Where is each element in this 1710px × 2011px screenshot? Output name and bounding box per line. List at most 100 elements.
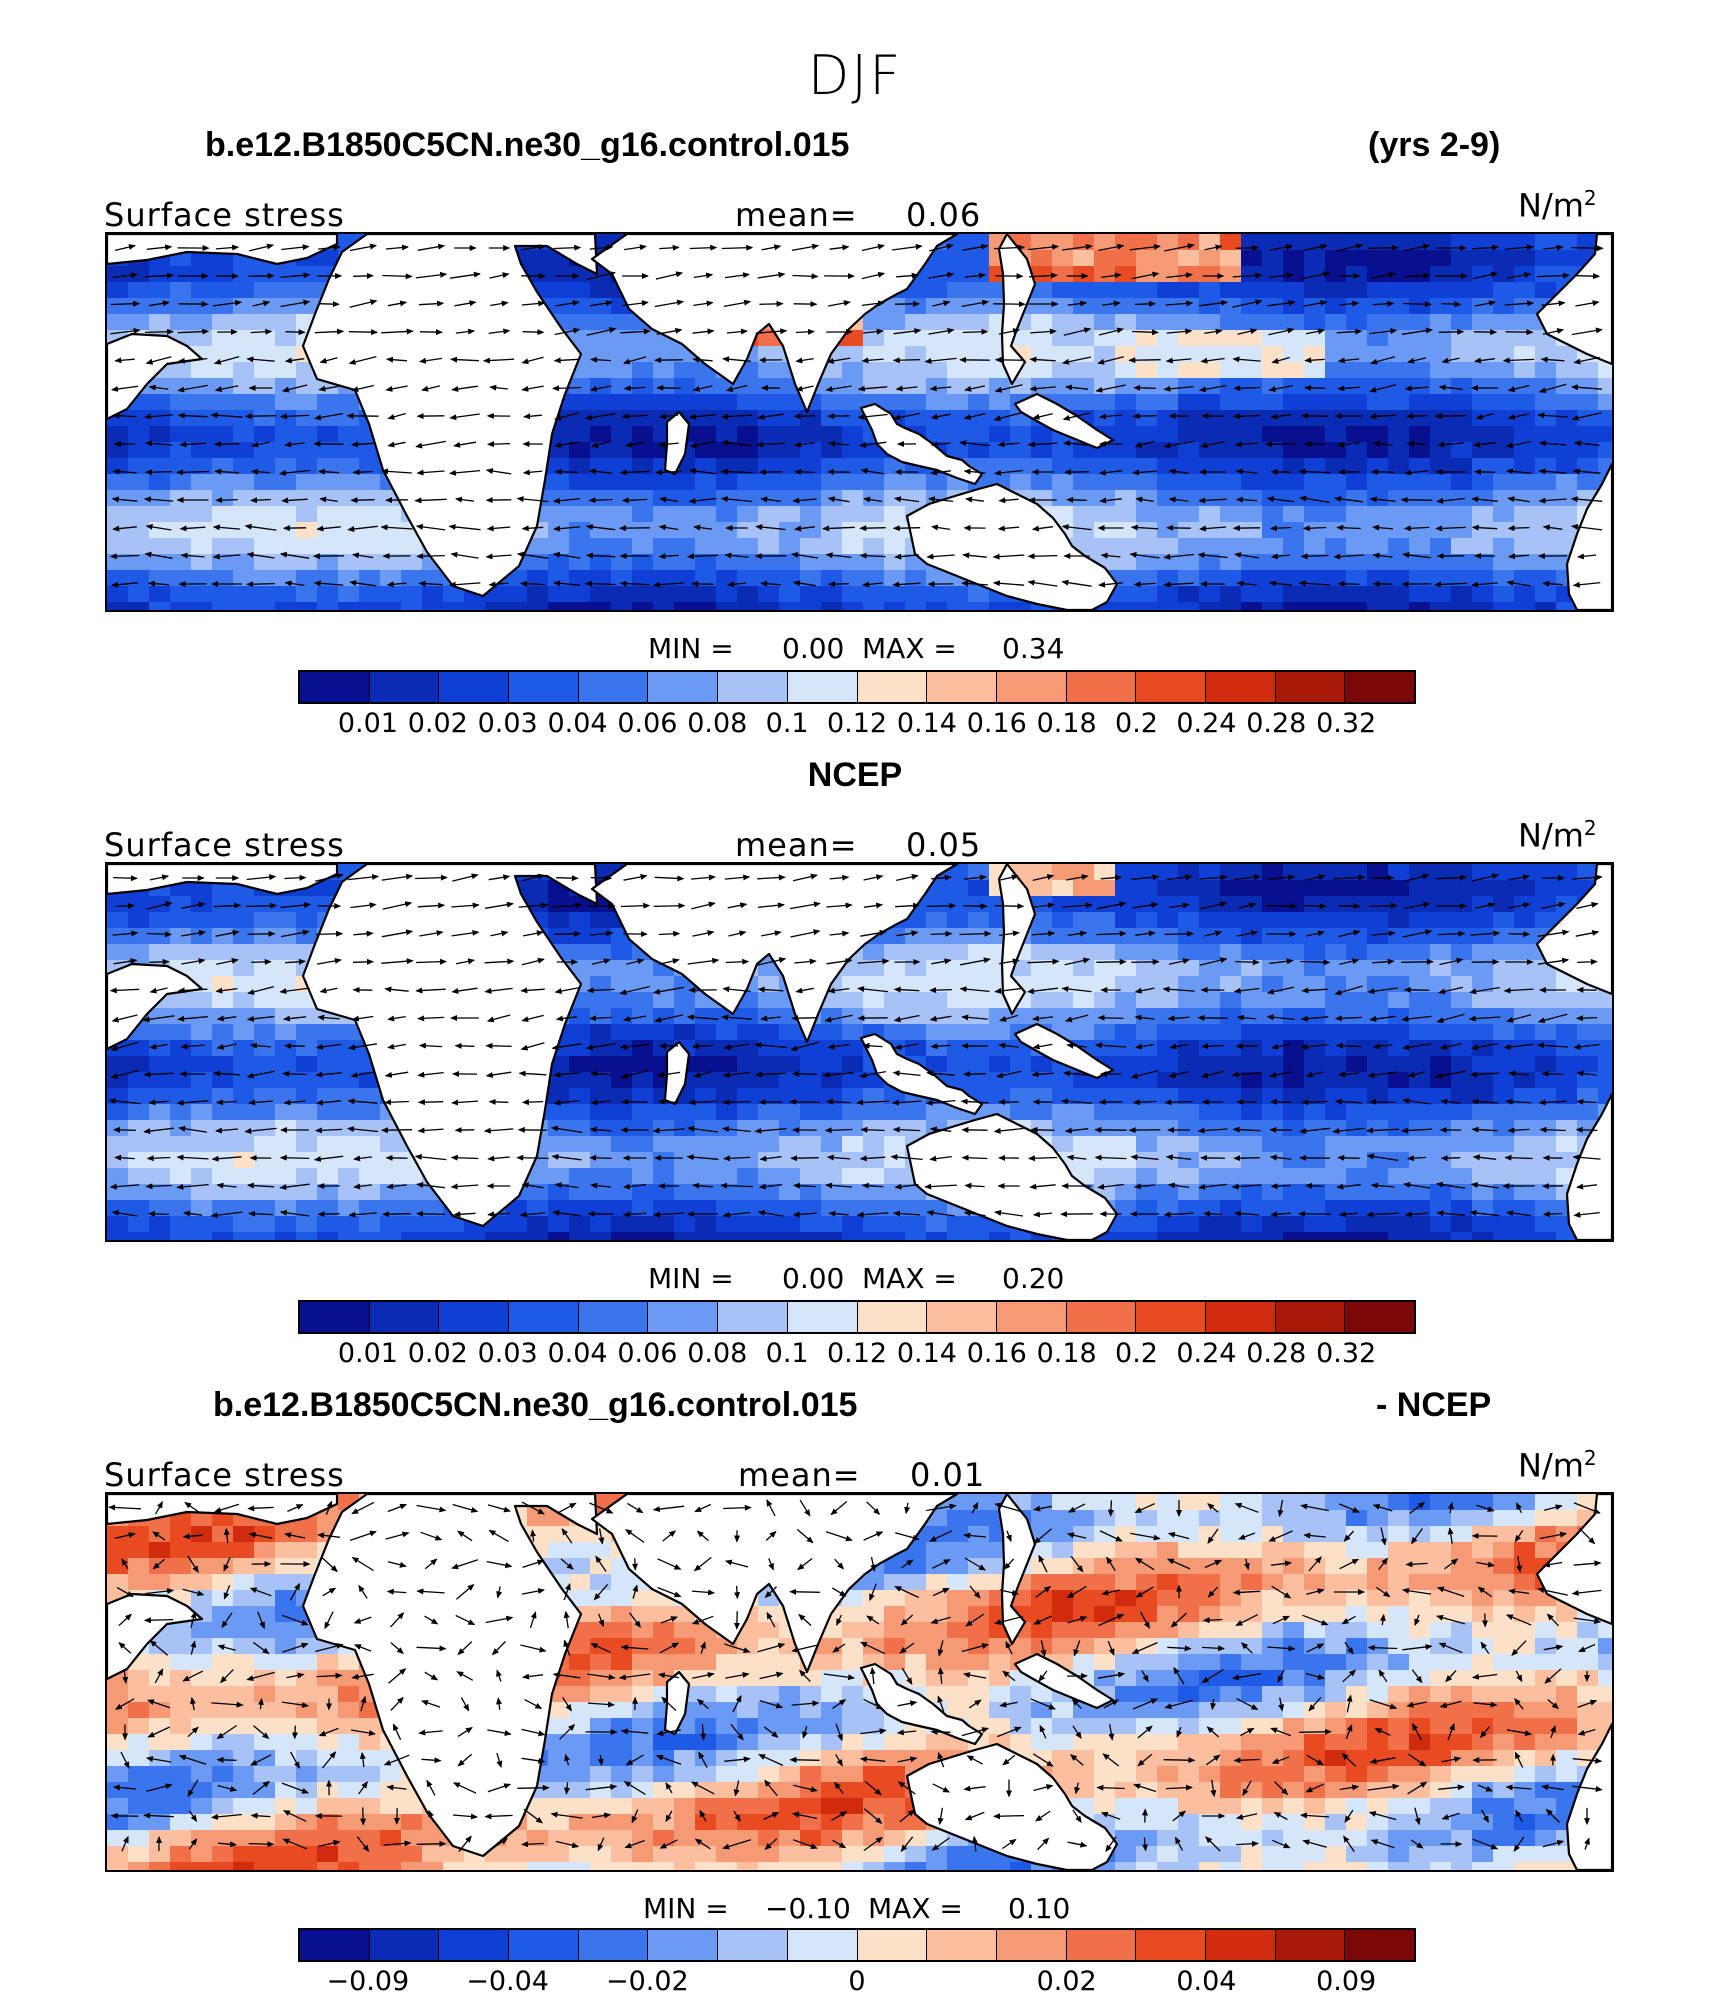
colorbar-tick-label: 0.12 [826, 1338, 888, 1369]
units-label: N/m2 [1518, 1446, 1597, 1485]
colorbar-tick-label: 0.28 [1246, 1338, 1307, 1369]
figure-title: DJF [807, 44, 903, 107]
continents [107, 234, 1612, 610]
mean-label: mean= [735, 196, 858, 234]
max-value: 0.34 [1002, 632, 1065, 665]
min-label: MIN = [648, 632, 734, 665]
colorbar-tick-label: 0.32 [1316, 1338, 1377, 1369]
colorbar-swatch [369, 1930, 440, 1960]
units-label: N/m2 [1518, 816, 1597, 855]
colorbar-tick-label: 0.24 [1176, 708, 1237, 739]
colorbar-tick-label: 0.14 [896, 1338, 957, 1369]
colorbar-swatch [578, 672, 649, 702]
colorbar-swatch [1345, 1302, 1414, 1332]
colorbar-swatch [1345, 1930, 1414, 1960]
colorbar-tick-label: −0.09 [326, 1966, 410, 1997]
colorbar-tick-label: 0.01 [337, 1338, 398, 1369]
colorbar-swatch [369, 672, 440, 702]
colorbar-tick-label: 0.24 [1176, 1338, 1237, 1369]
colorbar-swatch [578, 1302, 649, 1332]
colorbar-tick-label: 0.04 [547, 708, 608, 739]
colorbar-tick-label: 0.06 [617, 1338, 678, 1369]
colorbar-swatch [1136, 1930, 1206, 1960]
min-value: 0.00 [782, 632, 845, 665]
colorbar-swatch [1275, 672, 1346, 702]
colorbar-tick-label: 0.03 [477, 1338, 538, 1369]
max-label: MAX = [868, 1892, 963, 1925]
mean-label: mean= [735, 826, 858, 864]
colorbar-swatch [509, 1930, 579, 1960]
colorbar-tick-label: 0.18 [1036, 708, 1097, 739]
colorbar-swatch [1205, 672, 1276, 702]
colorbar-swatch [1066, 1302, 1137, 1332]
colorbar-swatch [1275, 1930, 1346, 1960]
colorbar-swatch [1205, 1302, 1276, 1332]
colorbar-swatch [509, 1302, 579, 1332]
colorbar-swatch [300, 1930, 370, 1960]
colorbar-swatch [1136, 1302, 1206, 1332]
colorbar-tick-label: 0.08 [687, 1338, 748, 1369]
colorbar-tick-label: 0.02 [407, 708, 468, 739]
variable-label: Surface stress [104, 1456, 345, 1494]
colorbar-swatch [300, 672, 370, 702]
min-label: MIN = [648, 1262, 734, 1295]
colorbar-swatch [439, 1930, 510, 1960]
mean-value: 0.01 [910, 1456, 986, 1494]
max-label: MAX = [862, 632, 957, 665]
colorbar-tick-label: 0.08 [687, 708, 748, 739]
colorbar-swatch [439, 672, 510, 702]
wind-stress-vectors [108, 1499, 1603, 1853]
colorbar-tick-label: 0.28 [1246, 708, 1307, 739]
colorbar [298, 1928, 1416, 1962]
colorbar-swatch [718, 1302, 788, 1332]
mean-value: 0.05 [906, 826, 982, 864]
colorbar-swatch [648, 1930, 719, 1960]
colorbar-swatch [787, 1930, 858, 1960]
panel-title-center: NCEP [807, 756, 903, 794]
colorbar-swatch [787, 672, 858, 702]
panel-title-right: (yrs 2-9) [1368, 126, 1501, 164]
colorbar-swatch [927, 1930, 997, 1960]
colorbar-tick-label: 0.2 [1115, 1338, 1158, 1369]
max-value: 0.10 [1008, 1892, 1071, 1925]
map-difference [105, 1492, 1614, 1872]
colorbar-swatch [787, 1302, 858, 1332]
colorbar-tick-label: 0.16 [966, 1338, 1027, 1369]
variable-label: Surface stress [104, 196, 345, 234]
colorbar-tick-label: 0.06 [617, 708, 678, 739]
colorbar-tick-label: 0.16 [966, 708, 1027, 739]
colorbar-swatch [369, 1302, 440, 1332]
colorbar-tick-label: 0.1 [765, 708, 809, 739]
wind-stress-vectors [109, 243, 1604, 588]
colorbar-swatch [1205, 1930, 1276, 1960]
variable-label: Surface stress [104, 826, 345, 864]
colorbar [298, 670, 1416, 704]
min-value: 0.00 [782, 1262, 845, 1295]
colorbar [298, 1300, 1416, 1334]
colorbar-swatch [927, 672, 997, 702]
colorbar-tick-label: 0.12 [826, 708, 888, 739]
colorbar-swatch [509, 672, 579, 702]
wind-stress-vectors [108, 873, 1603, 1219]
colorbar-swatch [996, 1930, 1067, 1960]
mean-value: 0.06 [906, 196, 982, 234]
colorbar-swatch [439, 1302, 510, 1332]
colorbar-tick-label: 0.03 [477, 708, 538, 739]
colorbar-swatch [996, 1302, 1067, 1332]
panel-title-right: - NCEP [1376, 1386, 1492, 1424]
colorbar-tick-label: −0.04 [466, 1966, 549, 1997]
colorbar-tick-label: 0.2 [1115, 708, 1158, 739]
colorbar-swatch [996, 672, 1067, 702]
colorbar-tick-label: 0.02 [407, 1338, 468, 1369]
colorbar-swatch [1066, 1930, 1137, 1960]
colorbar-tick-label: 0.14 [896, 708, 957, 739]
colorbar-swatch [857, 1302, 928, 1332]
colorbar-tick-label: 0.18 [1036, 1338, 1097, 1369]
colorbar-tick-label: 0.04 [547, 1338, 608, 1369]
colorbar-swatch [300, 1302, 370, 1332]
map-ncep [105, 862, 1614, 1242]
colorbar-tick-label: 0.32 [1316, 708, 1377, 739]
colorbar-tick-label: 0.09 [1316, 1966, 1377, 1997]
min-value: −0.10 [765, 1892, 851, 1925]
colorbar-swatch [1345, 672, 1414, 702]
